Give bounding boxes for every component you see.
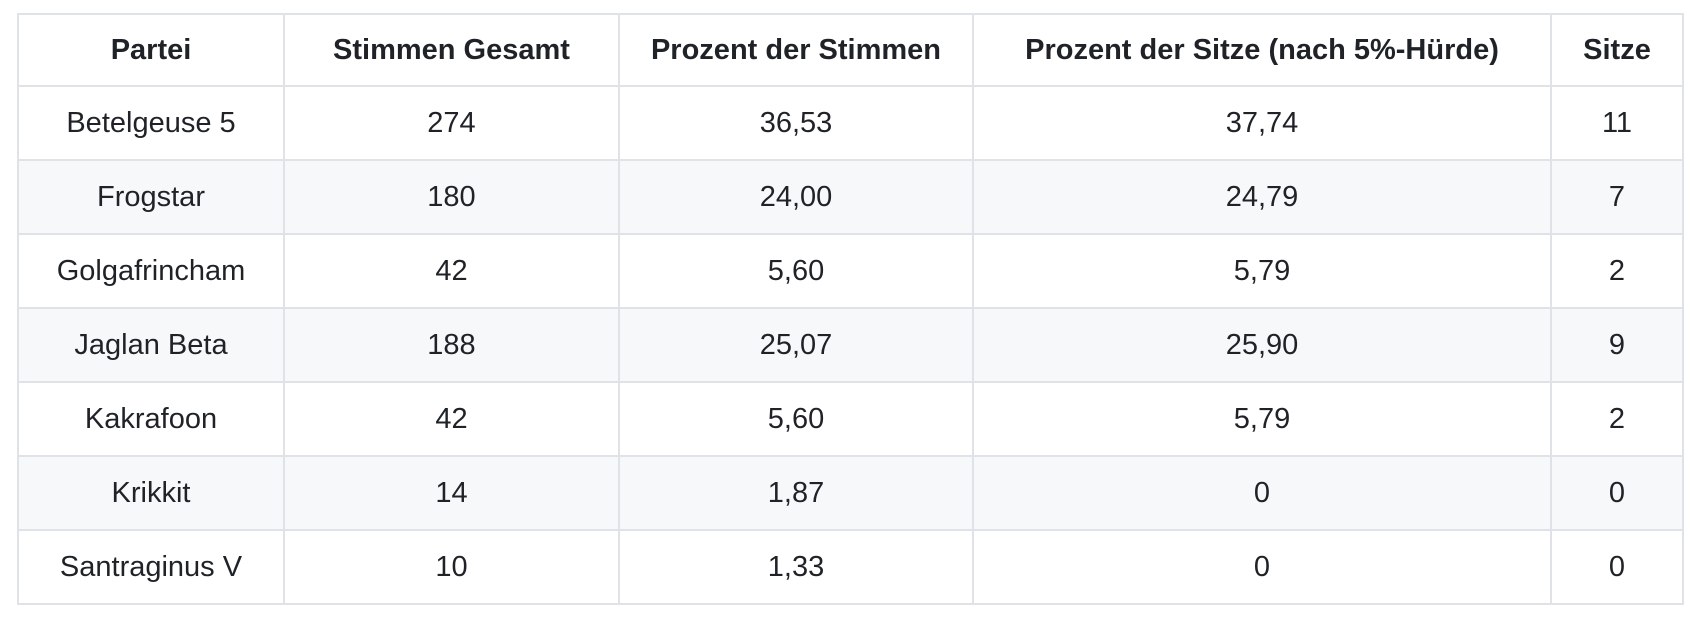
cell-prozent-der-stimmen: 24,00 — [618, 159, 974, 235]
cell-prozent-der-sitze: 0 — [972, 455, 1552, 531]
cell-stimmen-gesamt: 188 — [283, 307, 620, 383]
cell-sitze: 2 — [1550, 233, 1684, 309]
table-row-betelgeuse-5: Betelgeuse 5 274 36,53 37,74 11 — [17, 85, 1684, 161]
cell-partei: Golgafrincham — [17, 233, 285, 309]
table-header-row: Partei Stimmen Gesamt Prozent der Stimme… — [17, 13, 1684, 87]
cell-partei: Santraginus V — [17, 529, 285, 605]
cell-partei: Betelgeuse 5 — [17, 85, 285, 161]
cell-stimmen-gesamt: 10 — [283, 529, 620, 605]
cell-sitze: 11 — [1550, 85, 1684, 161]
table-row-santraginus-v: Santraginus V 10 1,33 0 0 — [17, 529, 1684, 605]
cell-prozent-der-sitze: 5,79 — [972, 381, 1552, 457]
cell-prozent-der-sitze: 25,90 — [972, 307, 1552, 383]
cell-stimmen-gesamt: 42 — [283, 381, 620, 457]
column-header-prozent-der-stimmen: Prozent der Stimmen — [618, 13, 974, 87]
cell-prozent-der-sitze: 0 — [972, 529, 1552, 605]
cell-prozent-der-stimmen: 5,60 — [618, 381, 974, 457]
cell-sitze: 2 — [1550, 381, 1684, 457]
cell-stimmen-gesamt: 42 — [283, 233, 620, 309]
column-header-sitze: Sitze — [1550, 13, 1684, 87]
cell-stimmen-gesamt: 274 — [283, 85, 620, 161]
table-row-frogstar: Frogstar 180 24,00 24,79 7 — [17, 159, 1684, 235]
cell-partei: Kakrafoon — [17, 381, 285, 457]
table-row-krikkit: Krikkit 14 1,87 0 0 — [17, 455, 1684, 531]
cell-partei: Jaglan Beta — [17, 307, 285, 383]
cell-sitze: 0 — [1550, 455, 1684, 531]
table-row-golgafrincham: Golgafrincham 42 5,60 5,79 2 — [17, 233, 1684, 309]
cell-prozent-der-sitze: 5,79 — [972, 233, 1552, 309]
cell-prozent-der-stimmen: 1,87 — [618, 455, 974, 531]
column-header-prozent-der-sitze: Prozent der Sitze (nach 5%-Hürde) — [972, 13, 1552, 87]
cell-stimmen-gesamt: 14 — [283, 455, 620, 531]
cell-partei: Krikkit — [17, 455, 285, 531]
cell-prozent-der-stimmen: 1,33 — [618, 529, 974, 605]
cell-stimmen-gesamt: 180 — [283, 159, 620, 235]
column-header-stimmen-gesamt: Stimmen Gesamt — [283, 13, 620, 87]
cell-partei: Frogstar — [17, 159, 285, 235]
election-results-table: Partei Stimmen Gesamt Prozent der Stimme… — [17, 13, 1684, 605]
cell-prozent-der-stimmen: 25,07 — [618, 307, 974, 383]
table-row-jaglan-beta: Jaglan Beta 188 25,07 25,90 9 — [17, 307, 1684, 383]
cell-prozent-der-sitze: 37,74 — [972, 85, 1552, 161]
cell-sitze: 9 — [1550, 307, 1684, 383]
cell-sitze: 0 — [1550, 529, 1684, 605]
cell-prozent-der-stimmen: 5,60 — [618, 233, 974, 309]
column-header-partei: Partei — [17, 13, 285, 87]
cell-prozent-der-sitze: 24,79 — [972, 159, 1552, 235]
cell-sitze: 7 — [1550, 159, 1684, 235]
table-row-kakrafoon: Kakrafoon 42 5,60 5,79 2 — [17, 381, 1684, 457]
cell-prozent-der-stimmen: 36,53 — [618, 85, 974, 161]
